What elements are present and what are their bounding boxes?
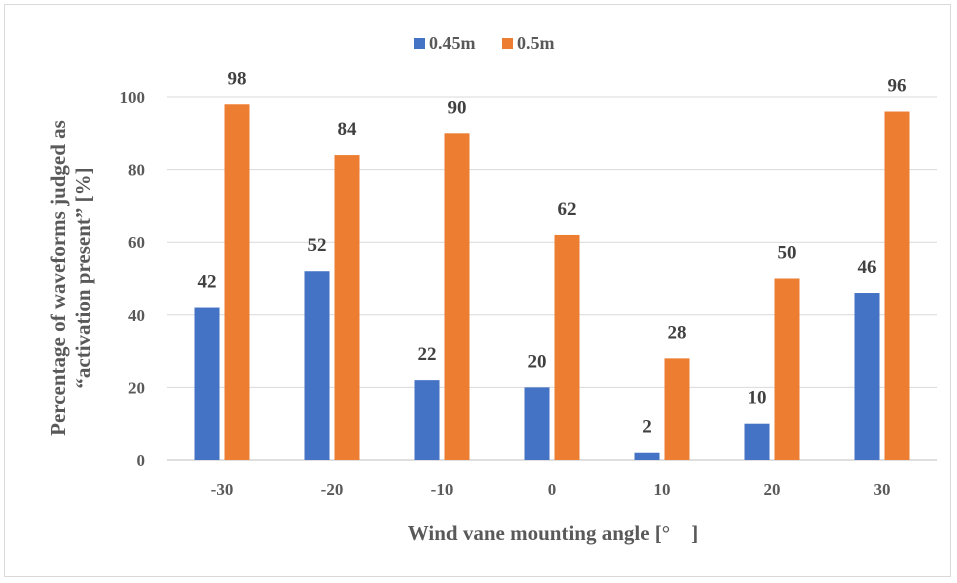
legend-swatch-0.5m bbox=[502, 38, 513, 49]
x-axis-ticks: -30 -20 -10 0 10 20 30 bbox=[211, 480, 891, 499]
legend-label-0.45m: 0.45m bbox=[429, 33, 476, 53]
data-label-0.5m-30: 96 bbox=[888, 76, 907, 97]
data-label-0.5m-10: 28 bbox=[668, 322, 687, 343]
legend-label-0.5m: 0.5m bbox=[517, 33, 555, 53]
data-label-0.5m--20: 84 bbox=[338, 119, 358, 140]
data-label-0.5m-0: 62 bbox=[558, 199, 577, 220]
x-axis-title: Wind vane mounting angle [° ] bbox=[408, 521, 698, 545]
y-axis-ticks: 0 20 40 60 80 100 bbox=[120, 88, 146, 470]
bar-0.45m--10 bbox=[414, 380, 440, 460]
x-tick-label: -30 bbox=[211, 480, 234, 499]
data-label-0.45m-10: 2 bbox=[642, 417, 652, 438]
bar-0.5m--10 bbox=[444, 133, 470, 461]
bar-0.5m--20 bbox=[334, 155, 360, 460]
data-label-0.5m-20: 50 bbox=[778, 243, 797, 264]
data-label-0.45m-30: 46 bbox=[858, 257, 877, 278]
y-tick-label: 20 bbox=[128, 378, 145, 397]
bar-0.45m-10 bbox=[634, 452, 660, 460]
bar-0.45m-20 bbox=[744, 423, 770, 460]
legend: 0.45m 0.5m bbox=[414, 33, 555, 53]
y-tick-label: 60 bbox=[128, 233, 145, 252]
legend-swatch-0.45m bbox=[414, 38, 425, 49]
data-label-0.45m--20: 52 bbox=[308, 235, 327, 256]
x-tick-label: -20 bbox=[321, 480, 344, 499]
data-label-0.45m-0: 20 bbox=[528, 351, 547, 372]
bar-0.5m-20 bbox=[774, 278, 800, 460]
data-label-0.5m--30: 98 bbox=[228, 68, 247, 89]
bar-0.45m-0 bbox=[524, 387, 550, 460]
data-labels: 42 98 52 84 22 90 20 62 2 28 10 50 46 96 bbox=[198, 68, 907, 437]
bar-0.5m-30 bbox=[884, 111, 910, 461]
data-label-0.45m--10: 22 bbox=[418, 344, 437, 365]
bar-0.5m--30 bbox=[224, 104, 250, 460]
x-tick-label: 30 bbox=[874, 480, 891, 499]
y-tick-label: 40 bbox=[128, 306, 145, 325]
bar-0.45m-30 bbox=[854, 293, 880, 460]
y-tick-label: 80 bbox=[128, 161, 145, 180]
x-tick-label: 10 bbox=[654, 480, 671, 499]
y-axis-title-line-1: Percentage of waveforms judged as bbox=[46, 120, 70, 436]
y-axis-title: Percentage of waveforms judged as “activ… bbox=[46, 120, 95, 436]
y-tick-label: 100 bbox=[120, 88, 146, 107]
y-axis-title-line-2: “activation present” [%] bbox=[71, 167, 95, 388]
data-label-0.5m--10: 90 bbox=[448, 97, 467, 118]
bar-0.5m-10 bbox=[664, 358, 690, 460]
x-tick-label: 20 bbox=[764, 480, 781, 499]
data-label-0.45m--30: 42 bbox=[198, 272, 217, 293]
x-tick-label: 0 bbox=[548, 480, 557, 499]
y-tick-label: 0 bbox=[137, 451, 146, 470]
gridlines bbox=[167, 96, 937, 461]
x-tick-label: -10 bbox=[431, 480, 454, 499]
bar-0.45m--20 bbox=[304, 271, 330, 460]
data-label-0.45m-20: 10 bbox=[748, 388, 767, 409]
bar-0.45m--30 bbox=[194, 307, 220, 460]
bars bbox=[194, 104, 910, 461]
bar-0.5m-0 bbox=[554, 234, 580, 460]
